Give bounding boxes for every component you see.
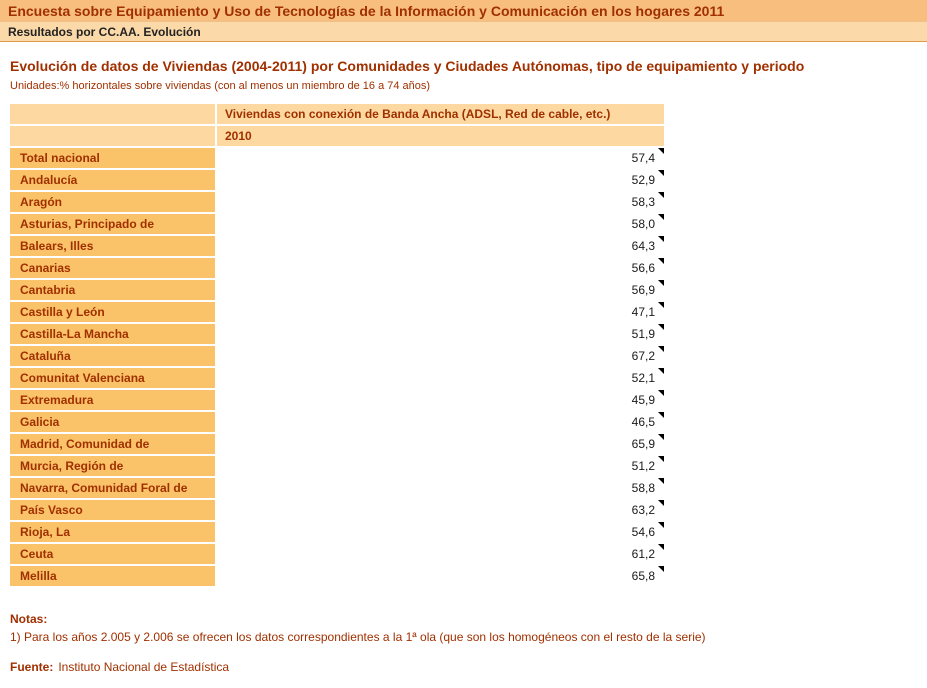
value-text: 56,6: [631, 261, 655, 275]
value-text: 58,8: [631, 481, 655, 495]
results-subtitle: Resultados por CC.AA. Evolución: [8, 25, 201, 39]
region-label: Aragón: [10, 192, 215, 212]
graph-corner-icon[interactable]: [658, 148, 664, 154]
source-text: Instituto Nacional de Estadística: [58, 660, 230, 674]
region-label: Cataluña: [10, 346, 215, 366]
region-label: Melilla: [10, 566, 215, 586]
main-content: Evolución de datos de Viviendas (2004-20…: [0, 42, 927, 586]
region-label: Canarias: [10, 258, 215, 278]
graph-corner-icon[interactable]: [658, 412, 664, 418]
value-text: 52,9: [631, 173, 655, 187]
value-cell: 56,6: [217, 258, 664, 278]
value-text: 51,9: [631, 327, 655, 341]
value-cell: 52,9: [217, 170, 664, 190]
value-cell: 45,9: [217, 390, 664, 410]
graph-corner-icon[interactable]: [658, 368, 664, 374]
region-label: Murcia, Región de: [10, 456, 215, 476]
region-label: Castilla y León: [10, 302, 215, 322]
notes-heading: Notas:: [10, 612, 48, 626]
value-text: 61,2: [631, 547, 655, 561]
graph-corner-icon[interactable]: [658, 434, 664, 440]
graph-corner-icon[interactable]: [658, 544, 664, 550]
graph-corner-icon[interactable]: [658, 192, 664, 198]
value-text: 58,0: [631, 217, 655, 231]
value-cell: 46,5: [217, 412, 664, 432]
notes-section: Notas: 1) Para los años 2.005 y 2.006 se…: [0, 586, 927, 688]
value-cell: 65,9: [217, 434, 664, 454]
survey-title-bar: Encuesta sobre Equipamiento y Uso de Tec…: [0, 0, 927, 22]
table-corner-cell-2: [10, 126, 215, 146]
value-text: 63,2: [631, 503, 655, 517]
value-text: 56,9: [631, 283, 655, 297]
value-cell: 63,2: [217, 500, 664, 520]
value-text: 51,2: [631, 459, 655, 473]
table-corner-cell-1: [10, 104, 215, 124]
source-line: Fuente: Instituto Nacional de Estadística: [10, 660, 917, 674]
graph-corner-icon[interactable]: [658, 170, 664, 176]
graph-corner-icon[interactable]: [658, 280, 664, 286]
value-text: 45,9: [631, 393, 655, 407]
value-cell: 56,9: [217, 280, 664, 300]
value-text: 65,9: [631, 437, 655, 451]
graph-corner-icon[interactable]: [658, 324, 664, 330]
region-label: Ceuta: [10, 544, 215, 564]
value-cell: 65,8: [217, 566, 664, 586]
survey-title: Encuesta sobre Equipamiento y Uso de Tec…: [8, 3, 725, 19]
value-cell: 58,8: [217, 478, 664, 498]
value-text: 47,1: [631, 305, 655, 319]
page-title: Evolución de datos de Viviendas (2004-20…: [10, 58, 805, 74]
region-label: Balears, Illes: [10, 236, 215, 256]
value-cell: 52,1: [217, 368, 664, 388]
region-label: Cantabria: [10, 280, 215, 300]
region-label: Total nacional: [10, 148, 215, 168]
value-cell: 58,3: [217, 192, 664, 212]
region-label: Comunitat Valenciana: [10, 368, 215, 388]
units-note: Unidades:% horizontales sobre viviendas …: [10, 80, 431, 92]
source-label: Fuente:: [10, 660, 54, 674]
results-subtitle-bar: Resultados por CC.AA. Evolución: [0, 22, 927, 42]
value-cell: 61,2: [217, 544, 664, 564]
value-text: 52,1: [631, 371, 655, 385]
graph-corner-icon[interactable]: [658, 346, 664, 352]
value-cell: 51,9: [217, 324, 664, 344]
value-text: 67,2: [631, 349, 655, 363]
region-label: Castilla-La Mancha: [10, 324, 215, 344]
region-label: Extremadura: [10, 390, 215, 410]
value-text: 46,5: [631, 415, 655, 429]
value-text: 65,8: [631, 569, 655, 583]
region-label: Andalucía: [10, 170, 215, 190]
graph-corner-icon[interactable]: [658, 236, 664, 242]
value-text: 54,6: [631, 525, 655, 539]
value-cell: 57,4: [217, 148, 664, 168]
graph-corner-icon[interactable]: [658, 500, 664, 506]
value-cell: 58,0: [217, 214, 664, 234]
graph-corner-icon[interactable]: [658, 566, 664, 572]
graph-corner-icon[interactable]: [658, 214, 664, 220]
period-header: 2010: [217, 126, 664, 146]
graph-corner-icon[interactable]: [658, 302, 664, 308]
value-text: 58,3: [631, 195, 655, 209]
value-cell: 54,6: [217, 522, 664, 542]
region-label: Rioja, La: [10, 522, 215, 542]
region-label: País Vasco: [10, 500, 215, 520]
value-cell: 67,2: [217, 346, 664, 366]
column-header: Viviendas con conexión de Banda Ancha (A…: [217, 104, 664, 124]
value-cell: 51,2: [217, 456, 664, 476]
value-text: 57,4: [631, 151, 655, 165]
value-cell: 47,1: [217, 302, 664, 322]
value-text: 64,3: [631, 239, 655, 253]
graph-corner-icon[interactable]: [658, 478, 664, 484]
graph-corner-icon[interactable]: [658, 522, 664, 528]
data-table: Viviendas con conexión de Banda Ancha (A…: [10, 104, 664, 586]
region-label: Navarra, Comunidad Foral de: [10, 478, 215, 498]
region-label: Madrid, Comunidad de: [10, 434, 215, 454]
graph-corner-icon[interactable]: [658, 390, 664, 396]
graph-corner-icon[interactable]: [658, 258, 664, 264]
region-label: Galicia: [10, 412, 215, 432]
region-label: Asturias, Principado de: [10, 214, 215, 234]
graph-corner-icon[interactable]: [658, 456, 664, 462]
note-item: 1) Para los años 2.005 y 2.006 se ofrece…: [10, 630, 706, 644]
value-cell: 64,3: [217, 236, 664, 256]
